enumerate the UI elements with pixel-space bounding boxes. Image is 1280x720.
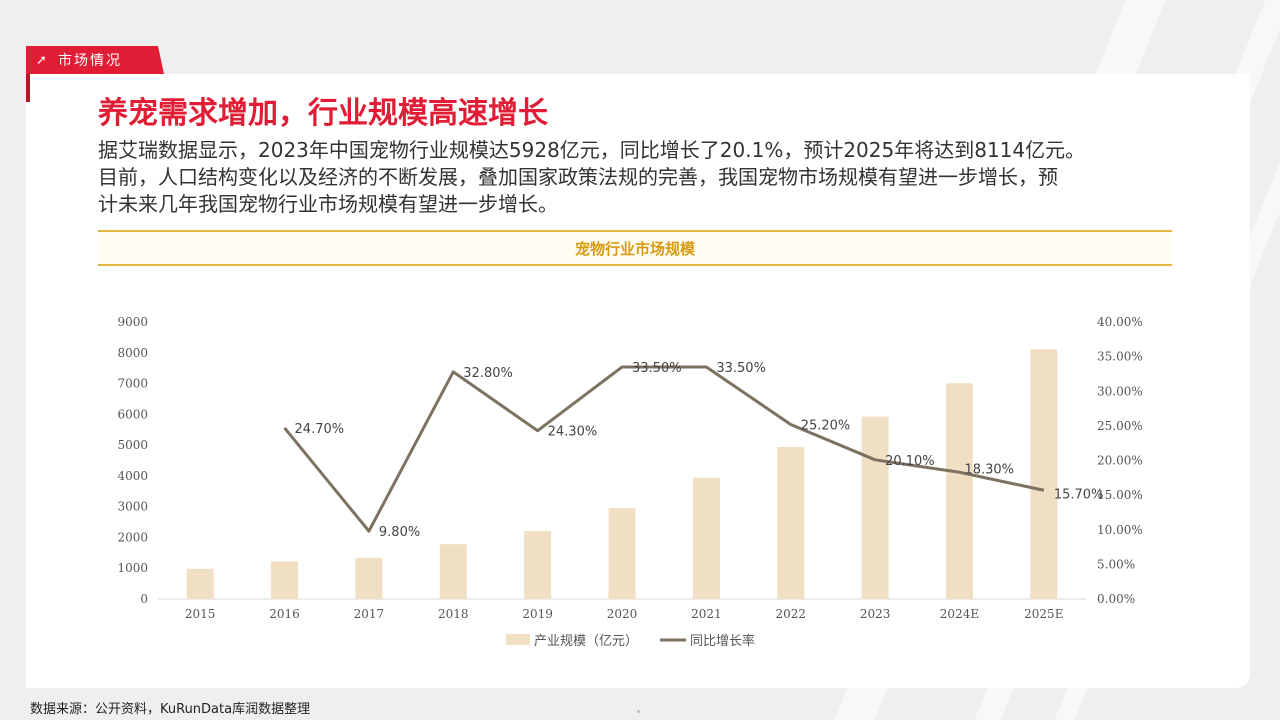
x-tick-label: 2025E xyxy=(1024,607,1063,621)
growth-rate-data-label: 33.50% xyxy=(632,361,682,376)
y-left-tick-label: 5000 xyxy=(117,438,148,452)
y-left-tick-label: 6000 xyxy=(117,407,148,421)
growth-rate-data-label: 20.10% xyxy=(885,454,935,469)
growth-rate-data-label: 18.30% xyxy=(964,462,1014,477)
bar-market-size xyxy=(1030,349,1058,599)
chart-banner-top-rule xyxy=(98,230,1172,232)
legend-swatch-bar xyxy=(506,634,530,645)
x-tick-label: 2019 xyxy=(522,607,553,621)
y-left-tick-label: 9000 xyxy=(117,315,148,329)
chart-banner-fill xyxy=(98,233,1172,263)
growth-rate-data-label: 24.30% xyxy=(548,425,598,440)
x-tick-label: 2015 xyxy=(185,607,216,621)
bar-market-size xyxy=(608,508,636,599)
x-tick-label: 2018 xyxy=(438,607,469,621)
y-right-tick-label: 35.00% xyxy=(1097,350,1143,364)
y-left-tick-label: 3000 xyxy=(117,500,148,514)
page-title: 养宠需求增加，行业规模高速增长 xyxy=(98,96,548,131)
bar-market-size xyxy=(524,530,552,599)
bar-market-size xyxy=(439,544,467,599)
y-left-tick-label: 1000 xyxy=(117,561,148,575)
growth-rate-data-label: 9.80% xyxy=(379,525,420,540)
bar-market-size xyxy=(945,383,973,599)
section-tab: ➚ 市场情况 xyxy=(26,46,164,74)
y-right-tick-label: 30.00% xyxy=(1097,384,1143,398)
bar-market-size xyxy=(777,446,805,599)
x-tick-label: 2024E xyxy=(940,607,979,621)
x-tick-label: 2016 xyxy=(269,607,300,621)
x-tick-label: 2022 xyxy=(775,607,806,621)
y-right-tick-label: 5.00% xyxy=(1097,557,1135,571)
x-tick-label: 2017 xyxy=(354,607,385,621)
y-left-tick-label: 4000 xyxy=(117,469,148,483)
y-right-tick-label: 40.00% xyxy=(1097,315,1143,329)
arrow-up-right-icon: ➚ xyxy=(36,52,47,68)
chart-banner-bottom-rule xyxy=(98,264,1172,266)
data-source-note: 数据来源：公开资料，KuRunData库润数据整理 xyxy=(30,702,311,717)
y-left-tick-label: 0 xyxy=(140,592,148,606)
x-tick-label: 2021 xyxy=(691,607,722,621)
bar-market-size xyxy=(271,561,299,599)
description-text: 据艾瑞数据显示，2023年中国宠物行业规模达5928亿元，同比增长了20.1%，… xyxy=(98,138,1086,216)
bar-market-size xyxy=(861,416,889,599)
bar-market-size xyxy=(355,557,383,599)
bar-market-size xyxy=(692,477,720,599)
growth-rate-data-label: 25.20% xyxy=(801,418,851,433)
y-left-tick-label: 7000 xyxy=(117,377,148,391)
growth-rate-data-label: 32.80% xyxy=(463,366,513,381)
y-right-tick-label: 15.00% xyxy=(1097,488,1143,502)
x-tick-label: 2023 xyxy=(860,607,891,621)
growth-rate-data-label: 24.70% xyxy=(295,422,345,437)
growth-rate-data-label: 15.70% xyxy=(1054,487,1104,502)
x-tick-label: 2020 xyxy=(607,607,638,621)
y-left-tick-label: 2000 xyxy=(117,530,148,544)
legend-label-bar: 产业规模（亿元） xyxy=(534,634,638,649)
tab-shadow xyxy=(26,74,30,102)
bar-market-size xyxy=(186,568,214,599)
growth-rate-data-label: 33.50% xyxy=(716,361,766,376)
y-right-tick-label: 25.00% xyxy=(1097,419,1143,433)
y-right-tick-label: 20.00% xyxy=(1097,454,1143,468)
y-left-tick-label: 8000 xyxy=(117,346,148,360)
section-tab-label: 市场情况 xyxy=(58,53,122,69)
page-indicator-dot xyxy=(637,710,640,713)
chart-banner: 宠物行业市场规模 xyxy=(98,230,1172,266)
legend-label-line: 同比增长率 xyxy=(690,633,755,649)
chart-banner-title: 宠物行业市场规模 xyxy=(574,239,695,258)
growth-rate-line xyxy=(283,365,1045,533)
y-right-tick-label: 0.00% xyxy=(1097,592,1135,606)
y-right-tick-label: 10.00% xyxy=(1097,523,1143,537)
